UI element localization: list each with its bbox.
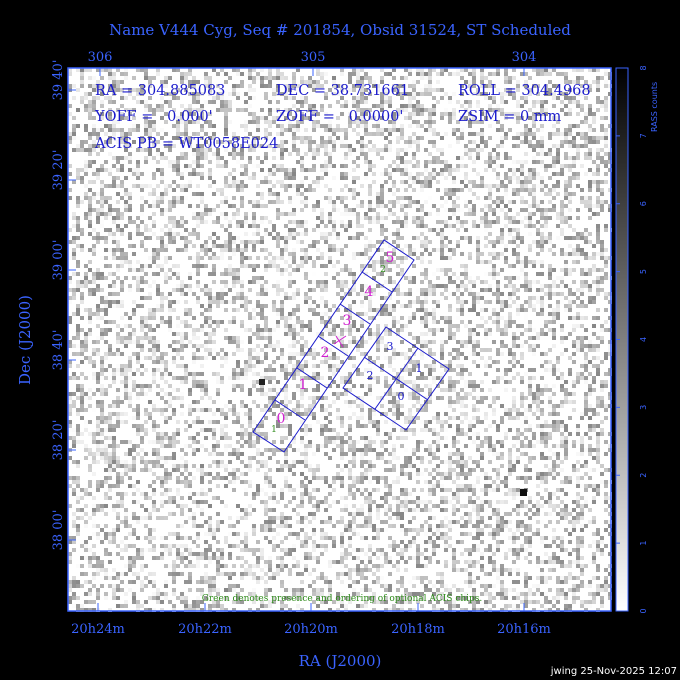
chip-label-s0: 0 [277,411,286,427]
ra-readout: RA = 304.885083 [95,83,225,99]
acis-chip-layout: 0 1 2 3 4 5 0 1 2 3 1 2 [252,239,450,453]
roll-readout: ROLL = 304.4968 [458,83,591,99]
colorbar-label: RASS counts [650,82,659,132]
optional-chip-note: Green denotes presence and ordering of o… [202,594,483,604]
left-tick-label: 38 40' [51,330,66,371]
bottom-tick-label: 20h16m [497,622,551,637]
bottom-tick-label: 20h22m [178,622,232,637]
optional-order-1: 1 [271,425,277,435]
colorbar-tick-label: 3 [639,405,648,410]
colorbar-tick-label: 6 [639,201,648,206]
top-tick-label: 304 [512,50,537,65]
top-axis-ticks: 306 305 304 [88,50,537,76]
dec-readout: DEC = 38.731661 [276,83,409,99]
y-axis-label: Dec (J2000) [16,295,34,385]
chip-label-s5: 5 [386,250,395,266]
colorbar-tick-label: 4 [639,337,648,342]
yoff-readout: YOFF = 0.000' [94,109,213,125]
acis-readout: ACIS PB = WT0058E024 [94,136,278,152]
left-axis-ticks: 39 40' 39 20' 39 00' 38 40' 38 20' 38 00' [51,60,76,551]
chip-label-i0: 0 [398,390,405,403]
chip-label-i3: 3 [387,340,394,353]
colorbar-tick-label: 5 [639,269,648,274]
left-tick-label: 39 00' [51,240,66,281]
bottom-tick-label: 20h20m [284,622,338,637]
zsim-readout: ZSIM = 0 mm [458,109,562,125]
chip-label-s3: 3 [343,313,352,329]
colorbar: 0 1 2 3 4 5 6 7 8 RASS counts [615,65,659,614]
sky-image [67,67,612,612]
bright-source [520,489,527,496]
left-tick-label: 38 00' [51,510,66,551]
colorbar-tick-label: 0 [639,608,648,613]
chip-label-s4: 4 [365,284,374,300]
chart-title: Name V444 Cyg, Seq # 201854, Obsid 31524… [109,21,571,39]
colorbar-tick-label: 7 [639,133,648,138]
x-axis-label: RA (J2000) [299,652,382,670]
colorbar-tick-label: 1 [639,541,648,546]
footer-stamp: jwing 25-Nov-2025 12:07 [550,666,677,677]
bottom-axis-ticks: 20h24m 20h22m 20h20m 20h18m 20h16m [71,603,551,637]
colorbar-tick-label: 2 [639,473,648,478]
chip-label-i1: 1 [416,362,423,375]
chip-label-s1: 1 [299,377,308,393]
plot-frame [67,67,612,612]
zoff-readout: ZOFF = 0.0000' [276,109,403,125]
left-tick-label: 39 20' [51,150,66,191]
left-tick-label: 38 20' [51,420,66,461]
top-tick-label: 305 [301,50,326,65]
chip-label-i2: 2 [367,369,374,382]
colorbar-tick-label: 8 [639,65,648,70]
bright-source [259,379,265,385]
chip-label-s2: 2 [321,345,330,361]
bottom-tick-label: 20h18m [391,622,445,637]
optional-order-2: 2 [380,265,386,275]
left-tick-label: 39 40' [51,60,66,101]
top-tick-label: 306 [88,50,113,65]
bottom-tick-label: 20h24m [71,622,125,637]
